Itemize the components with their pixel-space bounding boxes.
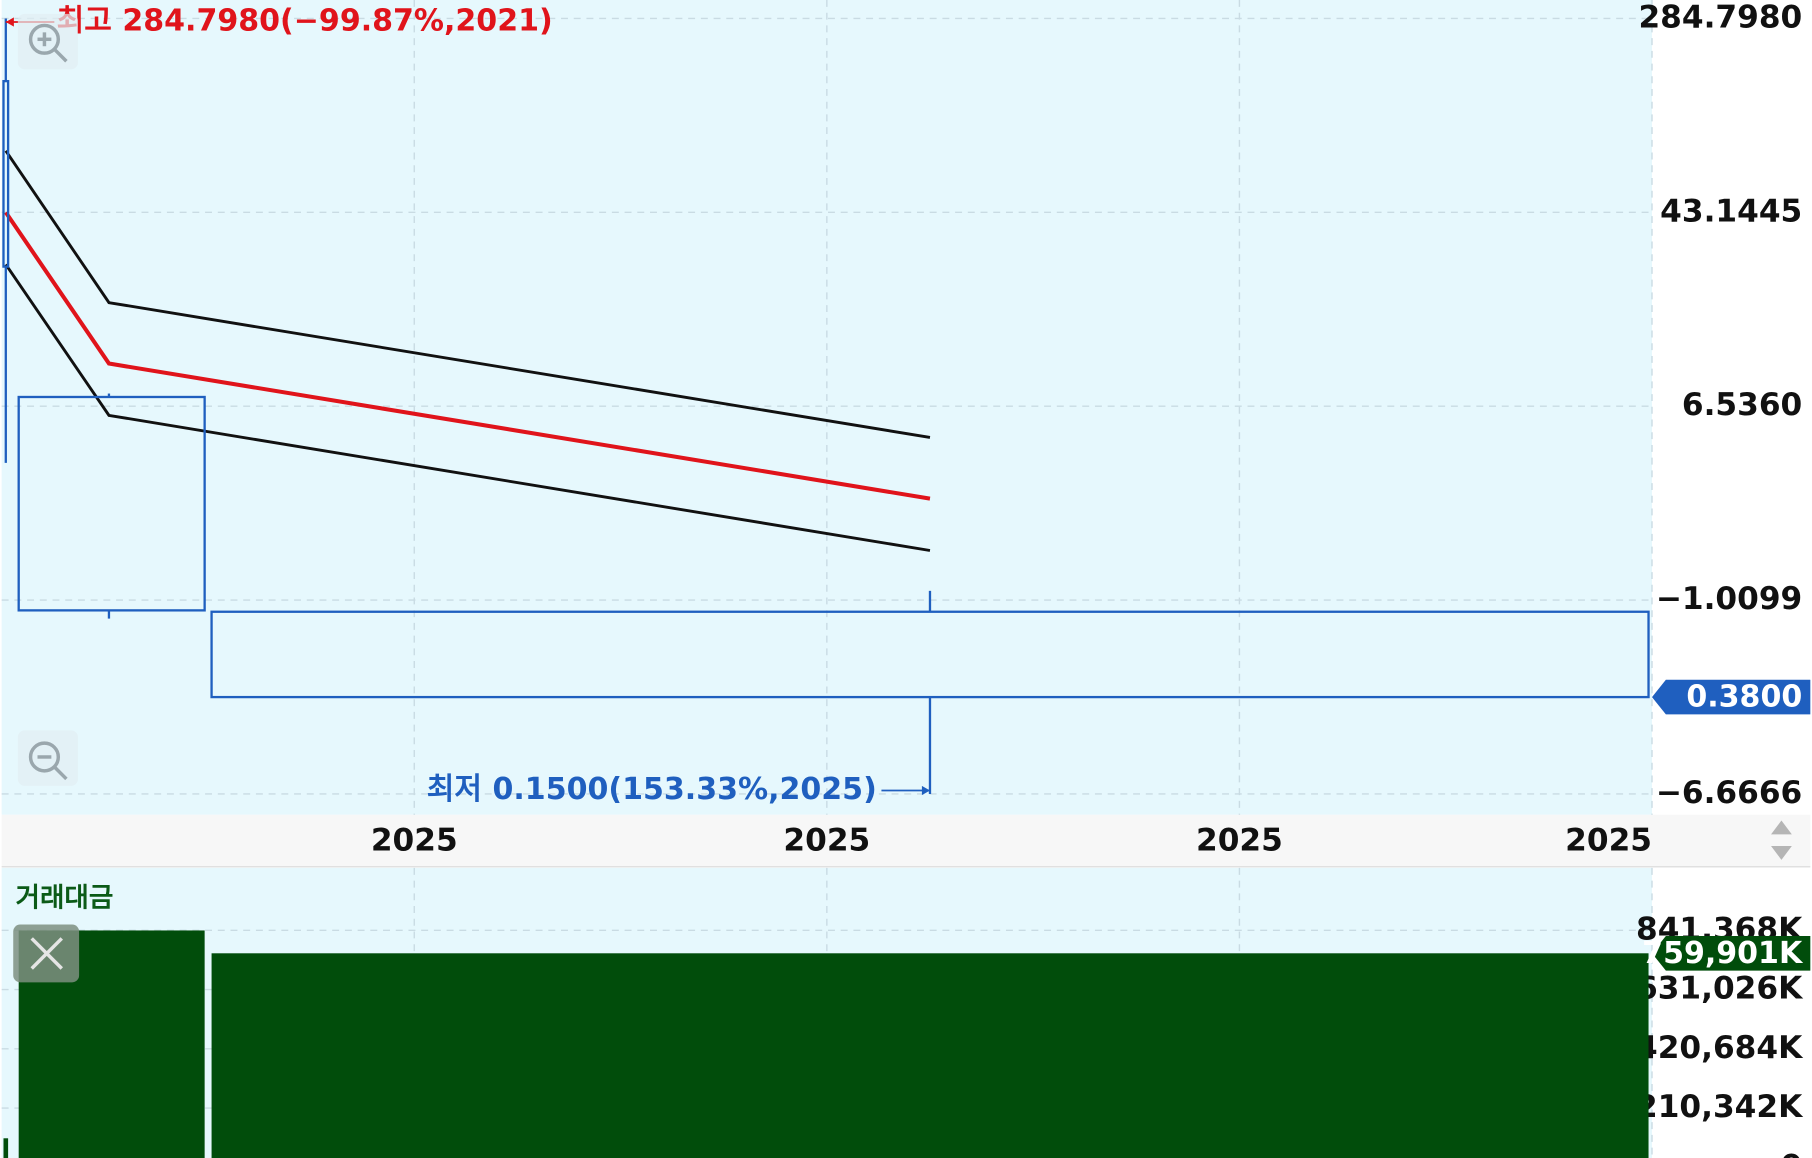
low-annotation: 최저 0.1500(153.33%,2025) bbox=[427, 772, 877, 807]
close-button-x bbox=[30, 937, 63, 970]
zoom-in[interactable] bbox=[17, 13, 78, 70]
candle-body bbox=[210, 610, 1650, 699]
bar bbox=[3, 1138, 9, 1158]
bar bbox=[211, 953, 1649, 1158]
band-line bbox=[4, 263, 931, 552]
y-tick-label: −1.0099 bbox=[1656, 581, 1802, 617]
scroll-arrows[interactable] bbox=[1771, 820, 1792, 860]
value-tag bbox=[1651, 935, 1811, 971]
annotation-arrowhead bbox=[921, 785, 930, 796]
y-tick-label: 6.5360 bbox=[1682, 387, 1802, 423]
band-line bbox=[4, 150, 931, 439]
price-tag bbox=[1651, 679, 1811, 715]
candle-body bbox=[17, 395, 206, 612]
close-button[interactable] bbox=[13, 924, 80, 983]
x-tick-label: 2025 bbox=[1196, 822, 1283, 858]
candle-body bbox=[2, 79, 10, 268]
x-tick-label: 2025 bbox=[371, 822, 458, 858]
x-axis-strip bbox=[1, 814, 1811, 867]
annotation-arrowhead bbox=[5, 17, 14, 27]
high-annotation: 최고 284.7980(−99.87%,2021) bbox=[57, 3, 553, 38]
y-tick-label: 0 bbox=[1781, 1148, 1803, 1158]
y-tick-label: 420,684K bbox=[1636, 1030, 1804, 1066]
y-tick-label: 631,026K bbox=[1636, 971, 1804, 1007]
y-tick-label: 284.7980 bbox=[1638, 0, 1802, 35]
x-tick-label: 2025 bbox=[1565, 822, 1652, 858]
value-tag-label: 759,901K bbox=[1642, 936, 1804, 971]
band-line bbox=[4, 211, 931, 501]
price-tag-label: 0.3800 bbox=[1686, 680, 1802, 715]
y-tick-label: 210,342K bbox=[1636, 1089, 1804, 1125]
y-tick-label: −6.6666 bbox=[1656, 775, 1802, 811]
zoom-out[interactable] bbox=[17, 730, 78, 786]
volume-title: 거래대금 bbox=[16, 883, 114, 914]
y-tick-label: 43.1445 bbox=[1660, 193, 1802, 229]
x-tick-label: 2025 bbox=[783, 822, 870, 858]
